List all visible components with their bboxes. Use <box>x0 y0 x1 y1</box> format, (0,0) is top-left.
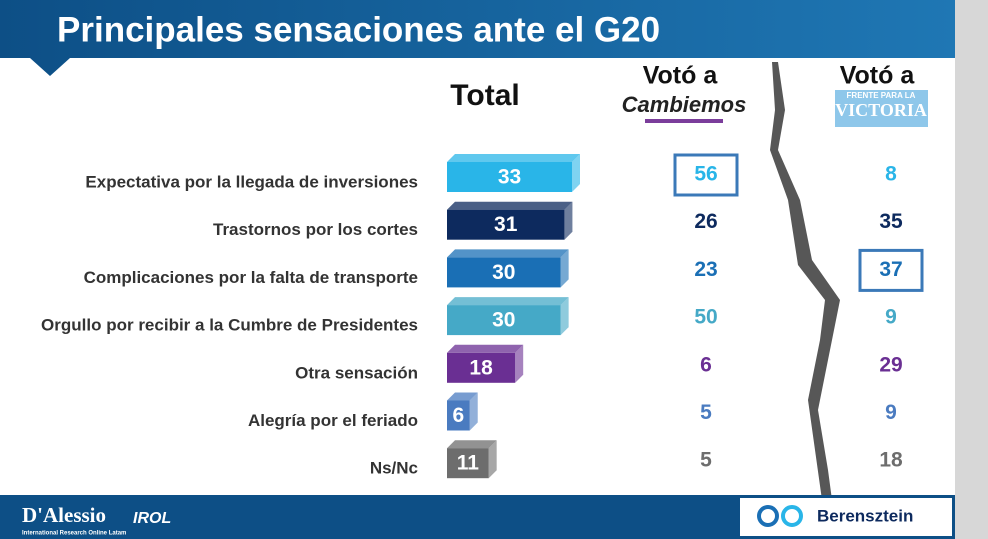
column-value: 5 <box>700 401 712 424</box>
highlight-box <box>858 248 924 292</box>
bar-value: 30 <box>492 309 515 332</box>
bar-side <box>560 249 569 288</box>
column-value: 35 <box>879 210 903 233</box>
column-value: 8 <box>885 163 897 186</box>
category-label: Trastornos por los cortes <box>213 220 418 239</box>
footer-right: Berensztein <box>817 506 913 525</box>
bar-value: 31 <box>494 213 518 236</box>
category-label: Alegría por el feriado <box>248 411 418 430</box>
category-label: Orgullo por recibir a la Cumbre de Presi… <box>41 316 418 335</box>
bar-top <box>447 344 524 353</box>
column-value: 9 <box>885 401 897 424</box>
column-value: 37 <box>879 258 902 281</box>
bar <box>447 352 516 383</box>
bar-top <box>447 297 569 306</box>
side-strip <box>955 0 988 539</box>
column-prefix: Votó a <box>840 62 916 90</box>
column-logo: Cambiemos <box>622 92 747 117</box>
bar-side <box>488 440 497 479</box>
column-prefix: Votó a <box>643 62 719 90</box>
bar-top <box>447 154 580 162</box>
bar-value: 33 <box>498 166 521 189</box>
column-logo: VICTORIA <box>835 100 927 120</box>
column-value: 9 <box>885 306 897 329</box>
bar-value: 6 <box>453 404 465 427</box>
bar-value: 11 <box>457 452 480 475</box>
category-label: Complicaciones por la falta de transport… <box>84 268 418 287</box>
bar-top <box>447 440 497 449</box>
category-label: Ns/Nc <box>370 459 418 478</box>
column-value: 23 <box>694 258 717 281</box>
column-value: 18 <box>879 449 903 472</box>
highlight-box <box>673 153 739 197</box>
column-value: 26 <box>694 210 717 233</box>
column-value: 50 <box>694 306 717 329</box>
bar-value: 18 <box>469 356 493 379</box>
category-label: Otra sensación <box>295 363 418 382</box>
footer-left: D'Alessio <box>22 503 106 527</box>
column-logo-sub: FRENTE PARA LA <box>847 91 916 100</box>
column-value: 29 <box>879 353 902 376</box>
column-value: 56 <box>694 163 717 186</box>
bar-side <box>572 154 580 192</box>
bar-value: 30 <box>492 261 515 284</box>
footer-left-brand: IROL <box>133 510 171 527</box>
bar-side <box>564 201 573 240</box>
bar-top <box>447 392 478 401</box>
logo-icon <box>781 505 803 527</box>
bar <box>447 305 561 336</box>
category-label: Expectativa por la llegada de inversione… <box>85 172 418 191</box>
crack <box>770 62 840 500</box>
header-banner <box>0 0 955 76</box>
bar <box>447 162 572 192</box>
bar-side <box>515 344 524 383</box>
bar <box>447 209 565 240</box>
bar <box>447 400 470 431</box>
column-value: 5 <box>700 449 712 472</box>
bar-top <box>447 249 569 258</box>
slide-title: Principales sensaciones ante el G20 <box>57 10 660 49</box>
column-value: 6 <box>700 353 712 376</box>
footer-left-sub: International Research Online Latam <box>22 531 126 537</box>
bar-top <box>447 201 573 210</box>
bar <box>447 257 561 288</box>
logo-stripe <box>645 119 723 123</box>
bar <box>447 448 489 479</box>
logo-icon <box>757 505 779 527</box>
logo-box <box>835 90 928 127</box>
total-header: Total <box>450 79 519 112</box>
bar-side <box>560 297 569 336</box>
bar-side <box>469 392 478 431</box>
